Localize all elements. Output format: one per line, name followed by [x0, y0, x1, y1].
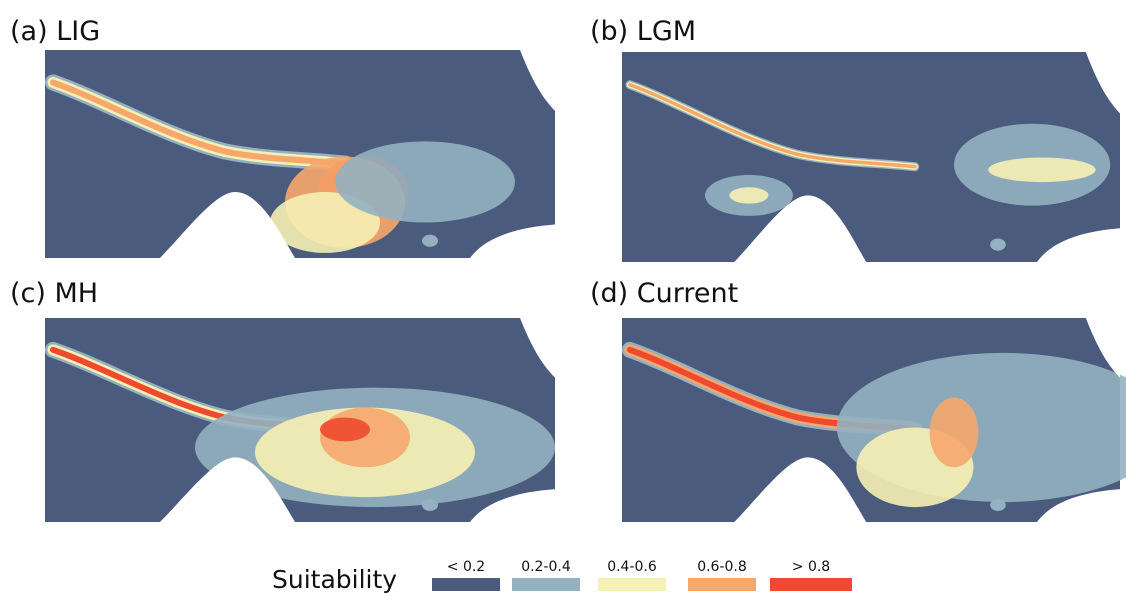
legend-swatch [688, 578, 756, 591]
legend-swatch [432, 578, 500, 591]
figure: (a) LIG (b) LGM (c) MH (d) Current Suita… [0, 0, 1126, 596]
map-panel [622, 318, 1126, 522]
legend-swatch [598, 578, 666, 591]
map-panel [622, 52, 1120, 262]
island [990, 238, 1006, 250]
suitability-area [930, 398, 979, 468]
panel-title: (b) LGM [590, 16, 696, 47]
legend-swatch [770, 578, 852, 591]
panel-title: (a) LIG [10, 16, 100, 47]
panel-title: (d) Current [590, 278, 738, 309]
island [990, 499, 1006, 511]
map-panel [45, 50, 555, 258]
map-panel [45, 318, 555, 522]
legend-label: 0.4-0.6 [607, 559, 657, 575]
legend-swatch [512, 578, 580, 591]
suitability-area [729, 187, 768, 203]
suitability-area [988, 158, 1095, 183]
legend-label: 0.2-0.4 [521, 559, 571, 575]
panel-title: (c) MH [10, 278, 98, 309]
island [422, 499, 438, 511]
legend-label: < 0.2 [447, 559, 485, 575]
legend-title: Suitability [272, 565, 397, 594]
suitability-area [335, 141, 515, 222]
suitability-area [320, 418, 370, 442]
island [422, 235, 438, 247]
legend-label: > 0.8 [792, 559, 830, 575]
legend-label: 0.6-0.8 [697, 559, 747, 575]
